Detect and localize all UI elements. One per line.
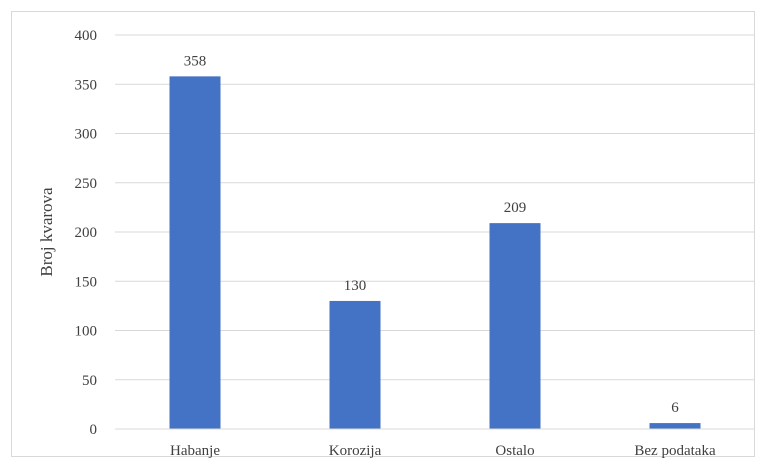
x-tick-label: Ostalo	[495, 443, 534, 459]
x-axis-ticks: Habanje Korozija Ostalo Bez podataka	[170, 443, 716, 459]
data-labels: 358 130 209 6	[184, 53, 680, 416]
y-tick-label: 100	[75, 324, 98, 340]
data-label: 6	[671, 400, 679, 416]
y-tick-label: 0	[90, 422, 98, 438]
bar-bez-podataka	[649, 423, 701, 429]
x-tick-label: Bez podataka	[634, 443, 716, 459]
bar-ostalo	[489, 223, 541, 429]
x-tick-label: Korozija	[329, 443, 382, 459]
bar-habanje	[169, 76, 221, 430]
data-label: 358	[184, 53, 207, 69]
data-label: 209	[504, 200, 527, 216]
y-tick-label: 50	[82, 373, 97, 389]
y-tick-label: 300	[75, 127, 98, 143]
chart-frame	[11, 11, 755, 457]
y-axis-label: Broj kvarova	[37, 187, 56, 277]
y-tick-label: 400	[75, 28, 98, 44]
bars	[169, 76, 701, 430]
bar-korozija	[329, 300, 381, 429]
x-tick-label: Habanje	[170, 443, 220, 459]
y-tick-label: 350	[75, 77, 98, 93]
y-tick-label: 200	[75, 225, 98, 241]
gridlines	[115, 34, 755, 381]
y-tick-label: 150	[75, 274, 98, 290]
y-tick-label: 250	[75, 176, 98, 192]
y-axis-ticks: 0 50 100 150 200 250 300 350 400	[75, 28, 98, 438]
data-label: 130	[344, 278, 367, 294]
